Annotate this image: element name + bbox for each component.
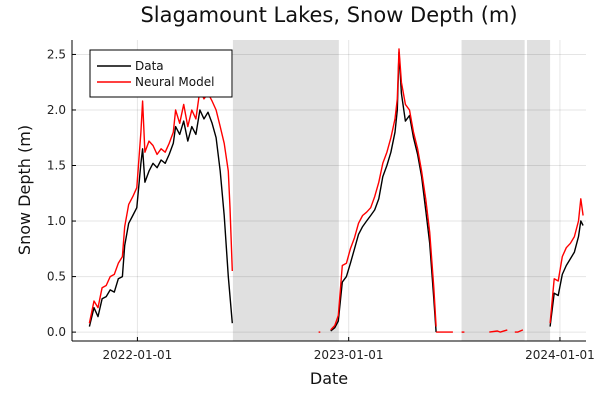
y-tick-label: 1.0 [47,214,66,228]
chart-title: Slagamount Lakes, Snow Depth (m) [140,3,517,27]
x-tick-label: 2024-01-01 [525,348,595,362]
shaded-periods [232,40,551,341]
y-tick-label: 0.0 [47,325,66,339]
series-line-neural-model [88,89,233,324]
legend-box [89,49,233,98]
shaded-period-3 [526,40,551,341]
series-line-neural-model [514,329,524,333]
legend-neural-model-label: Neural Model [135,75,214,89]
x-tick-label: 2023-01-01 [314,348,384,362]
shaded-period-1 [232,40,339,341]
series-line-neural-model [549,198,584,324]
y-axis-title: Snow Depth (m) [15,125,34,255]
series-line-neural-model [330,48,437,331]
series-line-data [549,220,584,327]
series-lines [88,48,584,333]
y-tick-label: 2.5 [47,47,66,61]
x-tick-label: 2022-01-01 [103,348,173,362]
axis-ticks: 0.0 0.5 1.0 1.5 2.0 2.5 2022-01-01 2023-01-01 20… [47,47,595,362]
series-line-neural-model [489,329,508,333]
shaded-period-2 [461,40,525,341]
y-tick-label: 1.5 [47,159,66,173]
y-tick-label: 2.0 [47,103,66,117]
y-tick-label: 0.5 [47,270,66,284]
series-line-data [330,51,437,333]
x-axis-title: Date [310,369,348,388]
legend-data-label: Data [135,59,164,73]
series-line-data [88,109,233,327]
legend: Data Neural Model [89,49,233,98]
